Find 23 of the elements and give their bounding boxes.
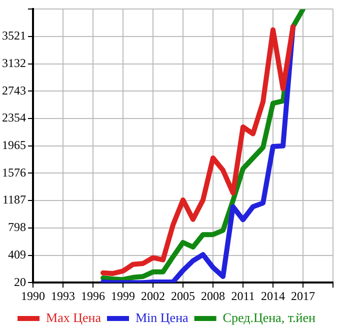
x-tick-label: 2017 bbox=[291, 288, 315, 303]
x-tick-label: 1996 bbox=[81, 288, 105, 303]
y-tick-label: 3132 bbox=[2, 56, 26, 70]
y-tick-label: 1965 bbox=[2, 138, 26, 152]
y-tick-label: 1576 bbox=[2, 165, 26, 180]
x-tick-label: 2005 bbox=[171, 288, 195, 303]
x-tick-label: 1999 bbox=[111, 288, 135, 303]
x-tick-label: 1990 bbox=[21, 288, 45, 303]
x-tick-label: 2011 bbox=[231, 288, 255, 303]
legend-label: Сред.Цена, т.йен bbox=[222, 310, 316, 325]
y-tick-label: 1187 bbox=[2, 192, 26, 207]
x-tick-label: 2002 bbox=[141, 288, 165, 303]
x-tick-label: 2014 bbox=[261, 288, 285, 303]
y-tick-label: 2354 bbox=[2, 110, 26, 125]
x-tick-label: 1993 bbox=[51, 288, 75, 303]
y-tick-label: 20 bbox=[14, 274, 26, 289]
y-tick-label: 2743 bbox=[2, 83, 26, 98]
y-tick-label: 3521 bbox=[2, 28, 26, 43]
y-tick-label: 798 bbox=[8, 220, 26, 234]
y-tick-label: 409 bbox=[8, 247, 26, 262]
legend-label: Max Цена bbox=[46, 310, 102, 325]
legend-label: Min Цена bbox=[136, 310, 189, 325]
x-tick-label: 2008 bbox=[201, 288, 225, 303]
